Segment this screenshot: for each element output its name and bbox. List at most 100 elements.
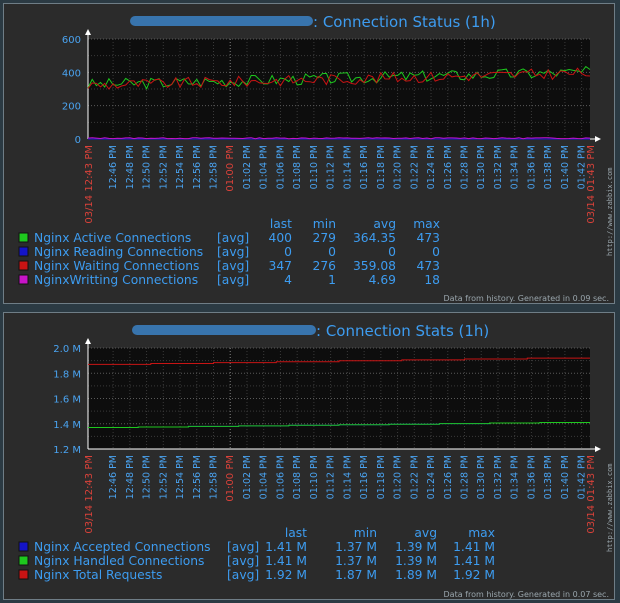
x-tick-label: 01:28 PM	[460, 455, 471, 499]
x-tick-label: 01:04 PM	[259, 145, 270, 189]
legend-agg: [avg]	[217, 259, 249, 273]
legend-min-value: 1.37 M	[335, 554, 377, 568]
series-line	[88, 357, 590, 365]
legend-last-value: 1.92 M	[265, 568, 307, 582]
zabbix-watermark: http://www.zabbix.com	[606, 463, 614, 552]
x-axis-arrow	[595, 136, 601, 142]
x-tick-label: 12:46 PM	[108, 455, 119, 499]
legend-series-name: NginxWritting Connections	[34, 273, 198, 287]
legend-series-name: Nginx Total Requests	[34, 568, 162, 582]
connection-stats-chart: : Connection Stats (1h) 2.0 M 1.8 M 1.6 M 1.…	[18, 322, 614, 599]
legend-last-value: 400	[269, 231, 292, 245]
legend-avg-value: 0	[388, 245, 396, 259]
legend-header-min: min	[313, 217, 336, 231]
legend-series-name: Nginx Waiting Connections	[34, 259, 199, 273]
redacted-host-name	[132, 325, 316, 335]
x-tick-label: 01:00 PM	[225, 145, 236, 192]
legend-avg-value: 1.89 M	[395, 568, 437, 582]
x-tick-label: 12:48 PM	[125, 455, 136, 499]
legend-agg: [avg]	[227, 568, 259, 582]
generation-footer: Data from history. Generated in 0.07 sec…	[444, 590, 609, 599]
x-tick-label: 01:26 PM	[443, 455, 454, 499]
legend-swatch	[18, 555, 29, 566]
legend-min-value: 1.87 M	[335, 568, 377, 582]
y-tick-label: 200	[62, 102, 81, 113]
legend-last-value: 4	[284, 273, 292, 287]
x-tick-label: 01:16 PM	[359, 455, 370, 499]
y-axis-arrow	[85, 29, 91, 35]
legend-header-last: last	[285, 526, 307, 540]
legend-series-name: Nginx Reading Connections	[34, 245, 203, 259]
legend-swatch	[18, 260, 29, 271]
zabbix-watermark: http://www.zabbix.com	[606, 167, 614, 256]
x-tick-label: 12:52 PM	[158, 455, 169, 499]
x-tick-label: 12:48 PM	[125, 145, 136, 189]
series-line	[88, 422, 590, 428]
legend-last-value: 1.41 M	[265, 554, 307, 568]
x-tick-label: 01:08 PM	[292, 455, 303, 499]
x-tick-label: 01:06 PM	[275, 455, 286, 499]
x-tick-label: 12:58 PM	[209, 145, 220, 189]
x-tick-label: 01:18 PM	[376, 145, 387, 189]
connection-status-chart: : Connection Status (1h)600400200012:46 …	[18, 13, 614, 303]
x-tick-label: 01:18 PM	[376, 455, 387, 499]
y-tick-label: 1.6 M	[53, 395, 81, 406]
x-end-label: 03/14 01:43 PM	[586, 145, 597, 224]
x-tick-label: 12:54 PM	[175, 145, 186, 189]
connection-status-graph-panel: : Connection Status (1h) 600 400 200 0 12:46 …	[3, 3, 615, 304]
x-tick-label: 01:42 PM	[577, 455, 588, 499]
x-tick-label: 12:54 PM	[175, 455, 186, 499]
x-tick-label: 01:10 PM	[309, 455, 320, 499]
legend-max-value: 0	[432, 245, 440, 259]
legend-series-name: Nginx Handled Connections	[34, 554, 204, 568]
x-tick-label: 01:12 PM	[326, 145, 337, 189]
x-tick-label: 01:32 PM	[493, 455, 504, 499]
legend-swatch	[18, 232, 29, 243]
x-tick-label: 12:50 PM	[142, 145, 153, 189]
x-tick-label: 01:36 PM	[526, 455, 537, 499]
x-tick-label: 01:36 PM	[526, 145, 537, 189]
x-tick-label: 12:56 PM	[192, 455, 203, 499]
x-tick-label: 01:38 PM	[543, 455, 554, 499]
y-tick-label: 1.2 M	[53, 445, 81, 456]
x-tick-label: 01:26 PM	[443, 145, 454, 189]
x-tick-label: 01:30 PM	[476, 145, 487, 189]
chart-title: : Connection Status (1h)	[313, 13, 496, 31]
x-tick-label: 01:22 PM	[409, 455, 420, 499]
x-tick-label: 12:50 PM	[142, 455, 153, 499]
legend-swatch	[18, 246, 29, 257]
legend-last-value: 0	[284, 245, 292, 259]
y-tick-label: 0	[75, 135, 81, 146]
generation-footer: Data from history. Generated in 0.09 sec…	[444, 294, 609, 303]
x-tick-label: 01:04 PM	[259, 455, 270, 499]
x-tick-label: 01:28 PM	[460, 145, 471, 189]
legend-agg: [avg]	[227, 540, 259, 554]
x-tick-label: 01:20 PM	[393, 145, 404, 189]
redacted-host-name	[130, 16, 313, 26]
legend-agg: [avg]	[217, 245, 249, 259]
legend-agg: [avg]	[217, 231, 249, 245]
x-tick-label: 01:34 PM	[510, 145, 521, 189]
x-tick-label: 01:08 PM	[292, 145, 303, 189]
legend-min-value: 1	[328, 273, 336, 287]
legend-header-last: last	[270, 217, 292, 231]
legend-max-value: 1.41 M	[453, 540, 495, 554]
series-line	[87, 137, 591, 140]
x-tick-label: 01:14 PM	[342, 455, 353, 499]
legend-agg: [avg]	[227, 554, 259, 568]
plot-area	[88, 348, 590, 449]
x-tick-label: 01:42 PM	[577, 145, 588, 189]
legend-max-value: 18	[424, 273, 440, 287]
legend-min-value: 276	[313, 259, 337, 273]
legend-swatch	[18, 541, 29, 552]
legend-min-value: 0	[328, 245, 336, 259]
x-tick-label: 01:22 PM	[409, 145, 420, 189]
legend-max-value: 1.92 M	[453, 568, 495, 582]
x-tick-label: 01:40 PM	[560, 145, 571, 189]
y-axis-arrow	[85, 338, 91, 344]
legend-max-value: 473	[417, 231, 440, 245]
x-tick-label: 01:10 PM	[309, 145, 320, 189]
legend-header-max: max	[468, 526, 495, 540]
x-tick-label: 01:40 PM	[560, 455, 571, 499]
x-tick-label: 01:20 PM	[393, 455, 404, 499]
